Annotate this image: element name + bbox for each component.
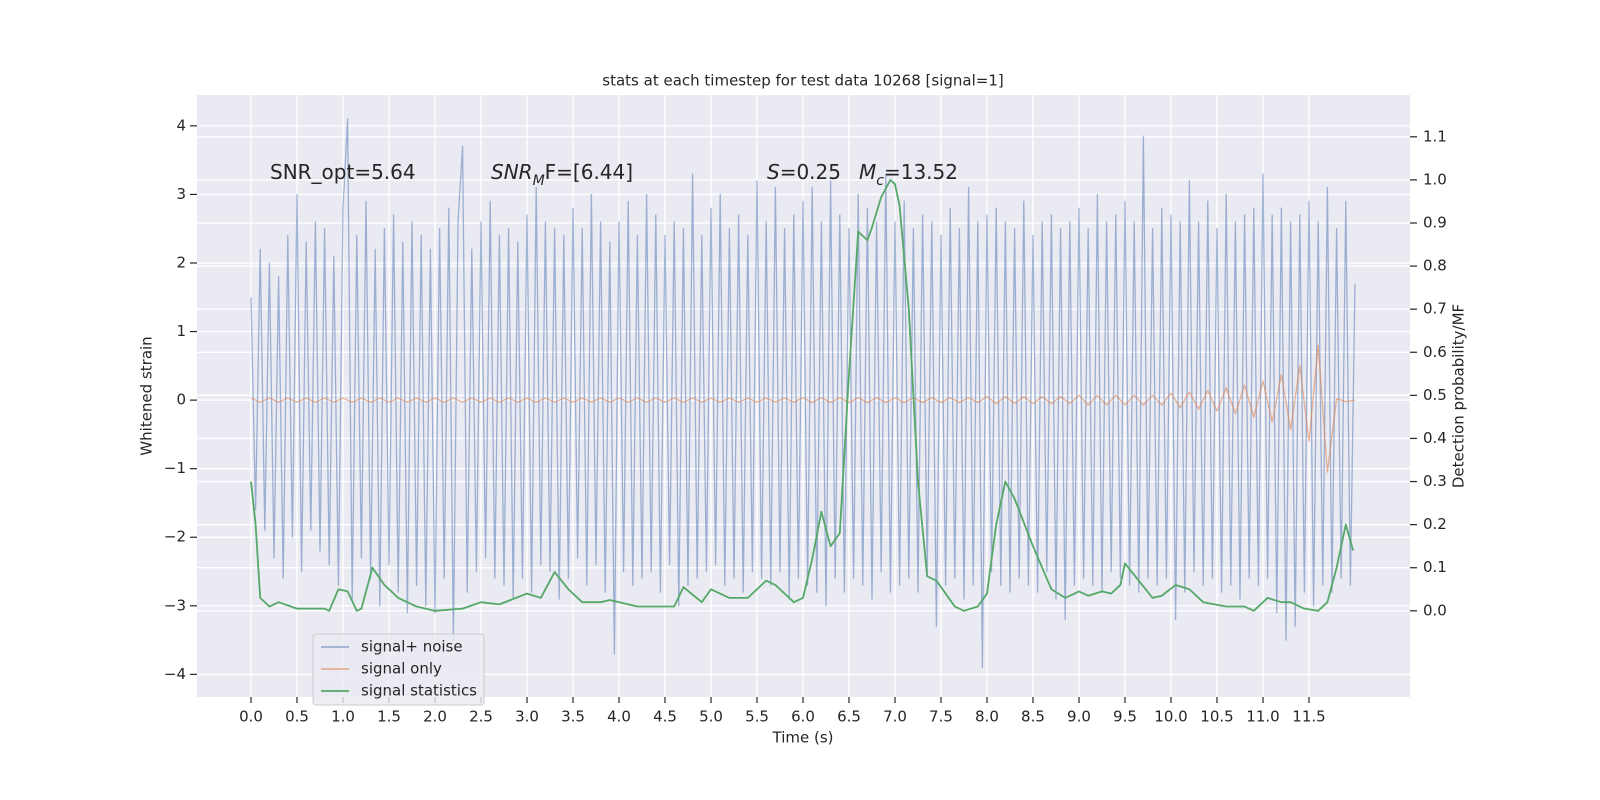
annotation-part: SNR_opt=5.64 xyxy=(270,160,416,184)
y2-tick-label: 0.4 xyxy=(1423,429,1447,447)
legend-label: signal statistics xyxy=(361,682,477,700)
plot-layer xyxy=(197,95,1410,697)
x-tick-label: 9.0 xyxy=(1067,708,1091,726)
x-tick-label: 5.5 xyxy=(745,708,769,726)
x-tick-label: 0.5 xyxy=(285,708,309,726)
x-tick-label: 7.5 xyxy=(929,708,953,726)
y2-axis-label: Detection probability/MF xyxy=(1450,304,1468,488)
x-tick-label: 9.5 xyxy=(1113,708,1137,726)
annotation-part: =0.25 xyxy=(780,160,841,184)
y2-tick-label: 0.7 xyxy=(1423,300,1447,318)
annotation-part: c xyxy=(876,173,884,189)
y-tick-label: −3 xyxy=(164,596,186,614)
y-tick-label: 4 xyxy=(176,116,186,134)
annotation-part: M xyxy=(859,160,876,184)
x-tick-label: 11.0 xyxy=(1246,708,1279,726)
annotation: S=0.25 xyxy=(767,160,841,184)
y2-tick-label: 0.9 xyxy=(1423,213,1447,231)
annotation-part: SNR xyxy=(491,160,533,184)
y2-tick-label: 0.5 xyxy=(1423,386,1447,404)
y2-tick-label: 0.8 xyxy=(1423,257,1447,275)
x-tick-label: 3.0 xyxy=(515,708,539,726)
x-tick-label: 3.5 xyxy=(561,708,585,726)
x-tick-label: 2.5 xyxy=(469,708,493,726)
x-tick-label: 7.0 xyxy=(883,708,907,726)
x-axis-label: Time (s) xyxy=(772,729,834,747)
x-tick-label: 1.5 xyxy=(377,708,401,726)
x-tick-label: 6.5 xyxy=(837,708,861,726)
x-tick-label: 0.0 xyxy=(239,708,263,726)
y2-tick-label: 0.1 xyxy=(1423,558,1447,576)
legend-label: signal+ noise xyxy=(361,638,463,656)
x-tick-label: 10.5 xyxy=(1200,708,1233,726)
y2-tick-label: 0.6 xyxy=(1423,343,1447,361)
y-axis-label: Whitened strain xyxy=(138,336,156,455)
x-tick-label: 10.0 xyxy=(1154,708,1187,726)
y-tick-label: −2 xyxy=(164,528,186,546)
y2-tick-label: 0.0 xyxy=(1423,601,1447,619)
chart-title: stats at each timestep for test data 102… xyxy=(602,72,1003,90)
y-tick-label: 3 xyxy=(176,185,186,203)
y2-tick-label: 1.0 xyxy=(1423,170,1447,188)
y-tick-label: −1 xyxy=(164,459,186,477)
x-tick-label: 8.5 xyxy=(1021,708,1045,726)
series-line xyxy=(250,344,1356,473)
x-tick-label: 4.0 xyxy=(607,708,631,726)
annotation: Mc=13.52 xyxy=(859,160,958,190)
annotation-part: =13.52 xyxy=(884,160,958,184)
y-tick-label: 0 xyxy=(176,391,186,409)
y2-tick-label: 0.3 xyxy=(1423,472,1447,490)
y2-tick-label: 0.2 xyxy=(1423,515,1447,533)
y2-tick-label: 1.1 xyxy=(1423,127,1447,145)
x-tick-label: 6.0 xyxy=(791,708,815,726)
series-line xyxy=(250,178,1355,612)
y-tick-label: 1 xyxy=(176,322,186,340)
annotation-part: M xyxy=(533,173,545,189)
legend-label: signal only xyxy=(361,660,442,678)
legend-frame xyxy=(312,633,485,706)
series-line xyxy=(250,118,1356,669)
annotation: SNR_opt=5.64 xyxy=(270,160,416,184)
x-tick-label: 4.5 xyxy=(653,708,677,726)
x-tick-label: 8.0 xyxy=(975,708,999,726)
legend: signal+ noise signal only signal statistic… xyxy=(312,633,485,706)
annotation-part: F=[6.44] xyxy=(545,160,633,184)
x-tick-label: 2.0 xyxy=(423,708,447,726)
y-tick-label: 2 xyxy=(176,253,186,271)
y-tick-label: −4 xyxy=(164,665,186,683)
annotation-part: S xyxy=(767,160,780,184)
x-tick-label: 5.0 xyxy=(699,708,723,726)
x-tick-label: 1.0 xyxy=(331,708,355,726)
annotation: SNRMF=[6.44] xyxy=(491,160,633,190)
x-tick-label: 11.5 xyxy=(1292,708,1325,726)
